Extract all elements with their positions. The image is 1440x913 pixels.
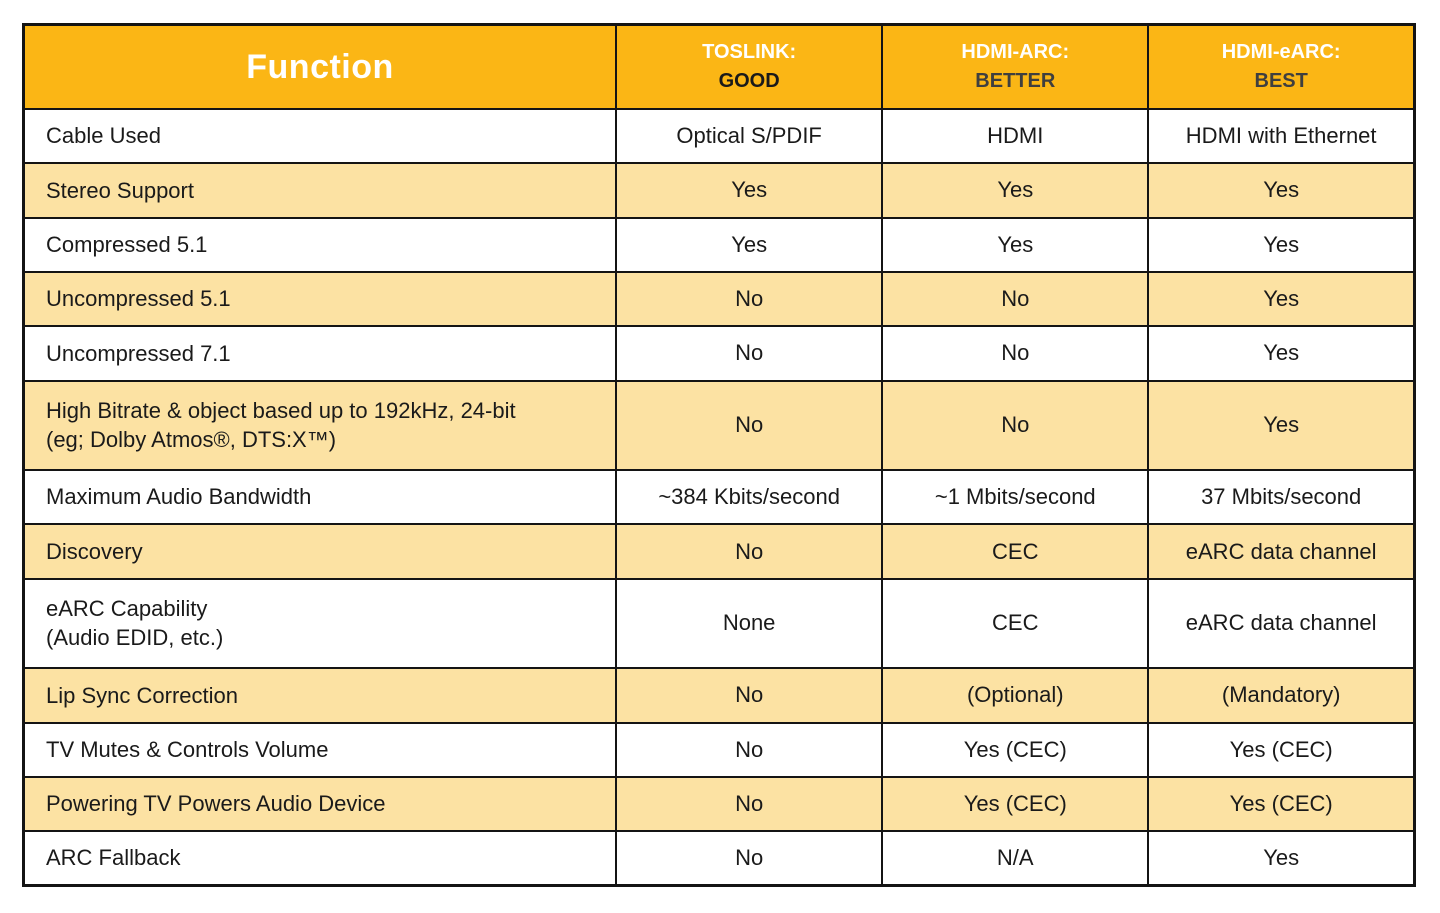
function-column-header: Function <box>22 23 618 110</box>
audio-comparison-table: Function TOSLINK: GOOD HDMI-ARC: BETTER … <box>22 23 1416 887</box>
table-row: Powering TV Powers Audio Device No Yes (CE… <box>22 775 1416 833</box>
value-cell: Yes <box>881 162 1150 219</box>
value-cell: No <box>881 325 1150 382</box>
function-cell: Uncompressed 5.1 <box>22 270 618 328</box>
value-cell: N/A <box>881 830 1150 887</box>
value-cell: No <box>615 379 884 472</box>
value-cell: Yes <box>1147 162 1416 219</box>
function-cell: Cable Used <box>22 107 618 165</box>
value-cell: ~1 Mbits/second <box>881 469 1150 526</box>
value-cell: None <box>615 577 884 670</box>
toslink-rating-label: GOOD <box>718 70 780 92</box>
value-cell: Yes <box>1147 216 1416 273</box>
value-cell: CEC <box>881 577 1150 670</box>
value-cell: (Mandatory) <box>1147 667 1416 724</box>
function-cell: Compressed 5.1 <box>22 216 618 273</box>
value-cell: No <box>881 379 1150 472</box>
value-cell: Yes <box>1147 270 1416 328</box>
value-cell: Yes <box>615 216 884 273</box>
table-header: Function TOSLINK: GOOD HDMI-ARC: BETTER … <box>22 23 1416 110</box>
function-cell: TV Mutes & Controls Volume <box>22 721 618 778</box>
table-row: ARC Fallback No N/A Yes <box>22 830 1416 887</box>
function-header-label: Function <box>246 47 394 86</box>
function-cell: Stereo Support <box>22 162 618 219</box>
value-cell: No <box>615 830 884 887</box>
value-cell: Yes (CEC) <box>881 775 1150 833</box>
value-cell: No <box>615 775 884 833</box>
value-cell: Yes (CEC) <box>881 721 1150 778</box>
hdmi-earc-protocol-label: HDMI-eARC: <box>1221 41 1341 63</box>
value-cell: Optical S/PDIF <box>615 107 884 165</box>
value-cell: No <box>615 721 884 778</box>
table-row: eARC Capability (Audio EDID, etc.) None CE… <box>22 577 1416 670</box>
hdmi-arc-rating-label: BETTER <box>975 70 1056 92</box>
value-cell: No <box>615 325 884 382</box>
column-header-toslink: TOSLINK: GOOD <box>615 23 884 110</box>
toslink-protocol-label: TOSLINK: <box>702 41 797 63</box>
header-row: Function TOSLINK: GOOD HDMI-ARC: BETTER … <box>22 23 1416 110</box>
value-cell: CEC <box>881 523 1150 580</box>
function-cell: ARC Fallback <box>22 830 618 887</box>
value-cell: eARC data channel <box>1147 523 1416 580</box>
value-cell: Yes (CEC) <box>1147 721 1416 778</box>
table-row: Stereo Support Yes Yes Yes <box>22 162 1416 219</box>
value-cell: No <box>615 667 884 724</box>
function-cell: Maximum Audio Bandwidth <box>22 469 618 526</box>
value-cell: (Optional) <box>881 667 1150 724</box>
comparison-table-wrapper: Function TOSLINK: GOOD HDMI-ARC: BETTER … <box>22 23 1416 887</box>
table-body: Cable Used Optical S/PDIF HDMI HDMI with Et… <box>22 107 1416 887</box>
value-cell: No <box>881 270 1150 328</box>
value-cell: Yes <box>1147 830 1416 887</box>
function-cell: eARC Capability (Audio EDID, etc.) <box>22 577 618 670</box>
column-header-hdmi-arc: HDMI-ARC: BETTER <box>881 23 1150 110</box>
function-cell: Discovery <box>22 523 618 580</box>
value-cell: 37 Mbits/second <box>1147 469 1416 526</box>
function-cell: Uncompressed 7.1 <box>22 325 618 382</box>
table-row: Discovery No CEC eARC data channel <box>22 523 1416 580</box>
table-row: Cable Used Optical S/PDIF HDMI HDMI with Et… <box>22 107 1416 165</box>
hdmi-arc-protocol-label: HDMI-ARC: <box>961 41 1070 63</box>
table-row: Compressed 5.1 Yes Yes Yes <box>22 216 1416 273</box>
table-row: TV Mutes & Controls Volume No Yes (CEC) Yes… <box>22 721 1416 778</box>
table-row: Maximum Audio Bandwidth ~384 Kbits/second… <box>22 469 1416 526</box>
table-row: Lip Sync Correction No (Optional) (Mandator… <box>22 667 1416 724</box>
column-header-hdmi-earc: HDMI-eARC: BEST <box>1147 23 1416 110</box>
value-cell: No <box>615 523 884 580</box>
value-cell: Yes (CEC) <box>1147 775 1416 833</box>
value-cell: ~384 Kbits/second <box>615 469 884 526</box>
function-cell: Powering TV Powers Audio Device <box>22 775 618 833</box>
function-cell: High Bitrate & object based up to 192kHz… <box>22 379 618 472</box>
value-cell: No <box>615 270 884 328</box>
value-cell: HDMI with Ethernet <box>1147 107 1416 165</box>
value-cell: Yes <box>881 216 1150 273</box>
value-cell: Yes <box>1147 379 1416 472</box>
value-cell: eARC data channel <box>1147 577 1416 670</box>
table-row: High Bitrate & object based up to 192kHz… <box>22 379 1416 472</box>
function-cell: Lip Sync Correction <box>22 667 618 724</box>
table-row: Uncompressed 7.1 No No Yes <box>22 325 1416 382</box>
value-cell: Yes <box>615 162 884 219</box>
value-cell: Yes <box>1147 325 1416 382</box>
table-row: Uncompressed 5.1 No No Yes <box>22 270 1416 328</box>
hdmi-earc-rating-label: BEST <box>1254 70 1308 92</box>
value-cell: HDMI <box>881 107 1150 165</box>
